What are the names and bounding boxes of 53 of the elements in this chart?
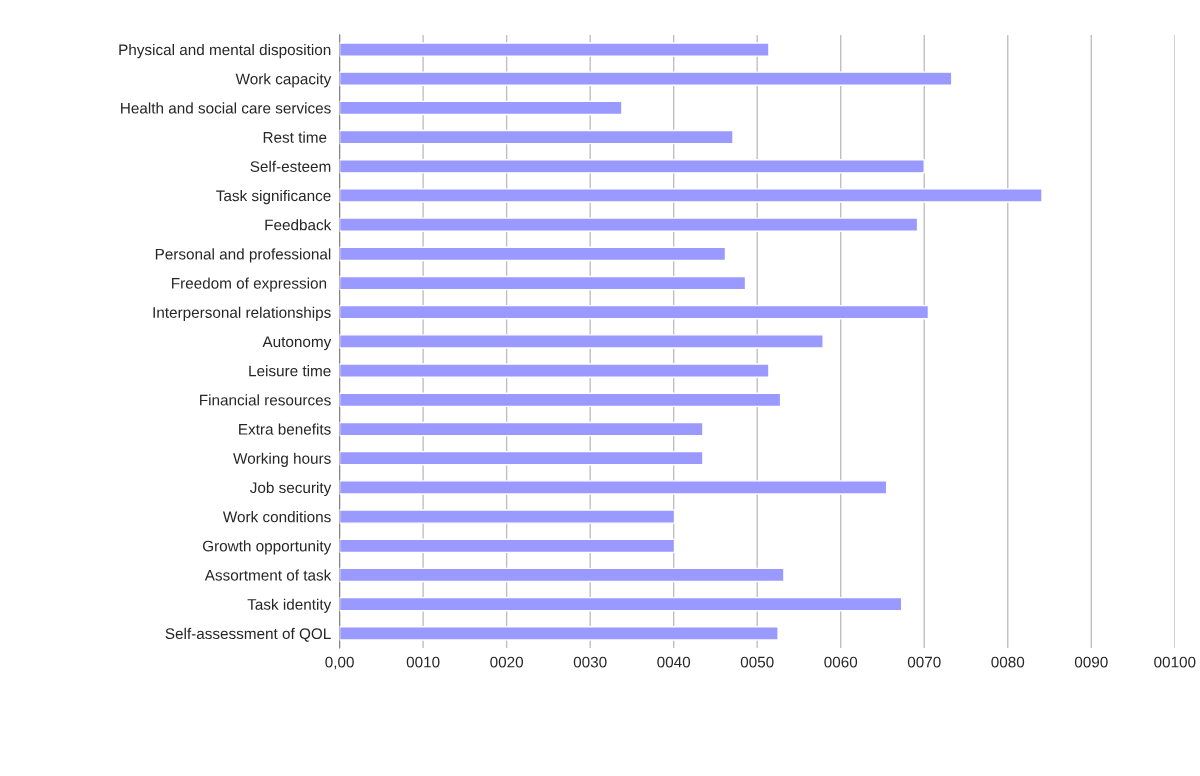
x-tick-label: 0060 <box>824 656 858 668</box>
y-tick-label: Health and social care services <box>121 102 331 114</box>
bar <box>339 567 785 583</box>
y-tick-label: Feedback <box>265 219 332 231</box>
x-tick-label: 0070 <box>907 656 941 668</box>
bar <box>339 275 747 291</box>
bar <box>339 626 779 641</box>
bar <box>339 363 770 378</box>
bar <box>339 450 704 466</box>
y-tick-label: Working hours <box>233 452 331 467</box>
bar <box>339 509 676 524</box>
bar <box>339 246 727 262</box>
y-tick-label: Financial resources <box>200 394 331 406</box>
x-tick-label: 0040 <box>657 656 691 668</box>
y-tick-label: Personal and professional <box>155 248 331 263</box>
y-tick-label: Self-esteem <box>250 160 331 172</box>
bar <box>339 217 919 232</box>
x-tick-label: 00100 <box>1154 656 1196 668</box>
bar <box>339 480 888 495</box>
bar <box>339 188 1043 203</box>
y-tick-label: Leisure time <box>249 365 331 377</box>
bar <box>339 421 704 437</box>
y-tick-label: Autonomy <box>262 336 332 351</box>
x-tick-label: 0050 <box>740 656 774 668</box>
y-tick-label: Task significance <box>216 189 331 205</box>
x-tick-label: 0080 <box>991 656 1025 668</box>
bar <box>339 159 925 174</box>
y-tick-label: Task identity <box>247 598 332 613</box>
y-tick-label: Work conditions <box>222 511 331 523</box>
x-tick-label: 0010 <box>406 656 440 668</box>
y-tick-label: Extra benefits <box>239 423 331 435</box>
y-tick-label: Interpersonal relationships <box>153 306 331 321</box>
bar <box>339 71 953 86</box>
y-tick-label: Self-assessment of QOL <box>165 627 331 642</box>
y-tick-label: Assortment of task <box>204 569 332 581</box>
y-tick-label: Rest time <box>263 131 327 143</box>
x-tick-label: 0090 <box>1074 656 1108 668</box>
bar <box>339 538 676 554</box>
bar <box>339 596 903 612</box>
y-tick-label: Work capacity <box>235 73 332 88</box>
y-tick-label: Freedom of expression <box>172 277 327 292</box>
y-tick-label: Physical and mental disposition <box>119 43 331 59</box>
bar <box>339 304 930 320</box>
bar <box>339 129 734 145</box>
y-tick-label: Growth opportunity <box>202 540 332 555</box>
bar <box>339 392 782 408</box>
x-tick-label: 0030 <box>573 656 607 668</box>
y-tick-label: Job security <box>250 481 332 497</box>
x-tick-label: 0,00 <box>325 656 354 670</box>
x-tick-label: 0020 <box>490 656 524 668</box>
bar <box>339 42 770 57</box>
bar <box>339 100 623 116</box>
bar <box>339 334 824 349</box>
